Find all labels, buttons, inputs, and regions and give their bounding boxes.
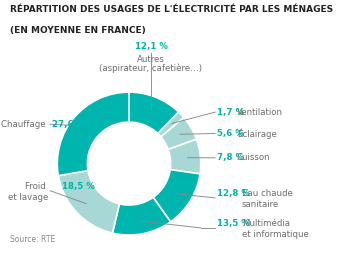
Text: (EN MOYENNE EN FRANCE): (EN MOYENNE EN FRANCE) bbox=[10, 26, 146, 35]
Text: Chauffage: Chauffage bbox=[1, 120, 49, 129]
Text: 27,6 %: 27,6 % bbox=[52, 120, 85, 129]
Text: 12,1 %: 12,1 % bbox=[134, 42, 168, 51]
Wedge shape bbox=[153, 170, 200, 222]
Text: 7,8 %: 7,8 % bbox=[216, 153, 246, 162]
Text: et lavage: et lavage bbox=[8, 193, 49, 202]
Wedge shape bbox=[158, 112, 184, 137]
Wedge shape bbox=[129, 92, 179, 134]
Text: Source: RTE: Source: RTE bbox=[10, 235, 56, 244]
Text: Cuisson: Cuisson bbox=[237, 153, 270, 162]
Wedge shape bbox=[57, 92, 129, 176]
Wedge shape bbox=[168, 139, 201, 174]
Text: Froid: Froid bbox=[25, 182, 49, 191]
Text: Autres: Autres bbox=[137, 54, 165, 63]
Text: (aspirateur, cafetière…): (aspirateur, cafetière…) bbox=[99, 63, 202, 73]
Wedge shape bbox=[161, 117, 196, 150]
Text: 1,7 %: 1,7 % bbox=[216, 108, 246, 117]
Text: 12,8 %: 12,8 % bbox=[216, 189, 252, 198]
Text: 5,6 %: 5,6 % bbox=[216, 129, 246, 138]
Text: sanitaire: sanitaire bbox=[242, 200, 279, 209]
Wedge shape bbox=[112, 197, 171, 235]
Text: Eau chaude: Eau chaude bbox=[242, 189, 292, 198]
Text: RÉPARTITION DES USAGES DE L'ÉLECTRICITÉ PAR LES MÉNAGES: RÉPARTITION DES USAGES DE L'ÉLECTRICITÉ … bbox=[10, 5, 334, 14]
Text: Éclairage: Éclairage bbox=[237, 128, 276, 139]
Text: Multimédia: Multimédia bbox=[242, 219, 290, 228]
Wedge shape bbox=[58, 171, 119, 233]
Text: 13,5 %: 13,5 % bbox=[216, 219, 252, 228]
Text: Ventilation: Ventilation bbox=[237, 108, 283, 117]
Text: et informatique: et informatique bbox=[242, 230, 309, 239]
Text: 18,5 %: 18,5 % bbox=[62, 182, 94, 191]
